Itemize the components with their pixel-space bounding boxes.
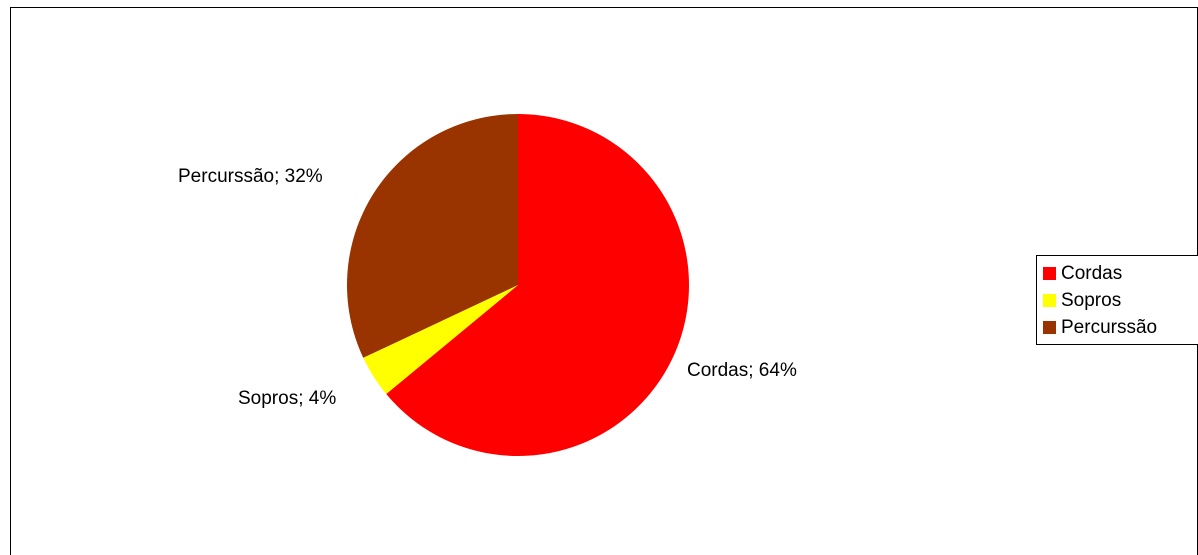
legend: Cordas Sopros Percurssão — [1036, 255, 1198, 345]
data-label-sopros: Sopros; 4% — [238, 388, 336, 409]
pie-slice-sopros — [363, 285, 518, 394]
legend-swatch-sopros — [1043, 294, 1056, 307]
legend-item-cordas: Cordas — [1043, 260, 1198, 287]
pie-slice-cordas — [386, 114, 690, 457]
legend-label-sopros: Sopros — [1061, 289, 1122, 311]
legend-item-percurssao: Percurssão — [1043, 314, 1198, 341]
legend-swatch-percurssao — [1043, 321, 1056, 334]
pie-slice-percurssao — [347, 114, 518, 358]
data-label-cordas: Cordas; 64% — [687, 360, 797, 381]
legend-label-percurssao: Percurssão — [1061, 316, 1158, 338]
legend-swatch-cordas — [1043, 267, 1056, 280]
legend-item-sopros: Sopros — [1043, 287, 1198, 314]
pie-slices — [347, 114, 690, 457]
legend-label-cordas: Cordas — [1061, 262, 1123, 284]
data-label-percurssao: Percurssão; 32% — [178, 166, 323, 187]
